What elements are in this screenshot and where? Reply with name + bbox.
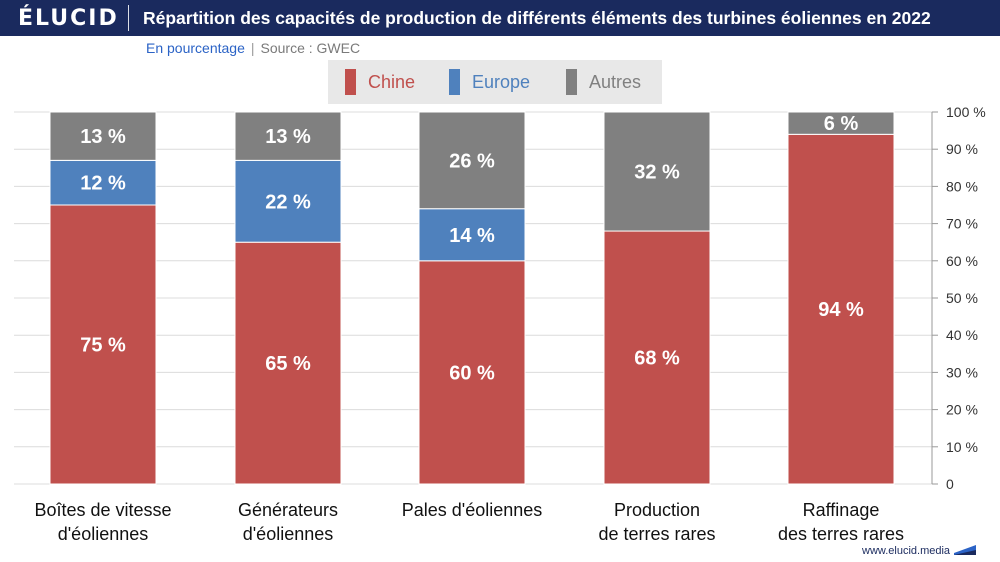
bar-segment-chine (603, 230, 711, 485)
y-tick-label: 60 % (946, 253, 978, 269)
subtitle-separator: | (250, 40, 255, 56)
y-tick-label: 30 % (946, 364, 978, 380)
legend-label-autres: Autres (589, 71, 642, 92)
bar-segment-europe (418, 208, 526, 262)
data-label: 65 % (265, 353, 311, 375)
data-label: 60 % (449, 362, 495, 384)
data-label: 22 % (265, 191, 311, 213)
bar-segment-europe (234, 159, 342, 243)
bar-segment-europe (49, 159, 157, 206)
x-category-label: Pales d'éoliennes (402, 500, 543, 520)
legend-swatch-autres (566, 69, 577, 95)
chart-title: Répartition des capacités de production … (143, 7, 931, 28)
unit-label: En pourcentage (146, 40, 245, 56)
y-tick-label: 0 (946, 476, 954, 492)
data-label: 68 % (634, 348, 680, 370)
data-label: 94 % (818, 299, 864, 321)
bar-segment-chine (787, 133, 895, 485)
bar-segment-autres (49, 111, 157, 161)
data-label: 12 % (80, 173, 126, 195)
legend-item-europe: Europe (449, 60, 530, 104)
y-tick-label: 90 % (946, 141, 978, 157)
bar-segment-autres (418, 111, 526, 210)
header-bar: ÉLUCID Répartition des capacités de prod… (0, 0, 1000, 36)
data-label: 75 % (80, 335, 126, 357)
legend-label-europe: Europe (472, 71, 531, 92)
data-label: 13 % (265, 126, 311, 148)
y-tick-label: 100 % (946, 104, 986, 120)
data-label: 32 % (634, 162, 680, 184)
x-category-label: Production (614, 500, 700, 520)
source-label: Source : GWEC (260, 40, 361, 56)
data-label: 13 % (80, 126, 126, 148)
data-label: 26 % (449, 150, 495, 172)
x-category-label: d'éoliennes (243, 524, 334, 544)
x-category-label: Raffinage (803, 500, 880, 520)
bar-segment-autres (234, 111, 342, 161)
y-tick-label: 20 % (946, 402, 978, 418)
x-category-label: de terres rares (598, 524, 715, 544)
chart-subtitle: En pourcentage | Source : GWEC (146, 40, 360, 56)
legend-swatch-chine (345, 69, 356, 95)
bar-segment-autres (603, 111, 711, 232)
legend-item-autres: Autres (566, 60, 641, 104)
y-tick-label: 80 % (946, 178, 978, 194)
header-divider (128, 5, 129, 31)
x-category-label: d'éoliennes (58, 524, 149, 544)
bar-segment-autres (787, 111, 895, 135)
footer-url: www.elucid.media (862, 545, 951, 557)
y-tick-label: 50 % (946, 290, 978, 306)
legend-swatch-europe (449, 69, 460, 95)
bar-segment-chine (234, 241, 342, 485)
legend-item-chine: Chine (345, 60, 415, 104)
bar-segment-chine (418, 260, 526, 485)
data-label: 14 % (449, 225, 495, 247)
brand-logo: ÉLUCID (18, 5, 119, 31)
legend-label-chine: Chine (368, 71, 416, 92)
y-tick-label: 70 % (946, 216, 978, 232)
bar-segment-chine (49, 204, 157, 485)
chart-legend: Chine Europe Autres (328, 60, 662, 104)
flag-icon (954, 541, 976, 555)
x-category-label: des terres rares (778, 524, 904, 544)
x-category-label: Générateurs (238, 500, 338, 520)
data-label: 6 % (824, 113, 859, 135)
y-tick-label: 40 % (946, 327, 978, 343)
y-tick-label: 10 % (946, 439, 978, 455)
x-category-label: Boîtes de vitesse (34, 500, 171, 520)
